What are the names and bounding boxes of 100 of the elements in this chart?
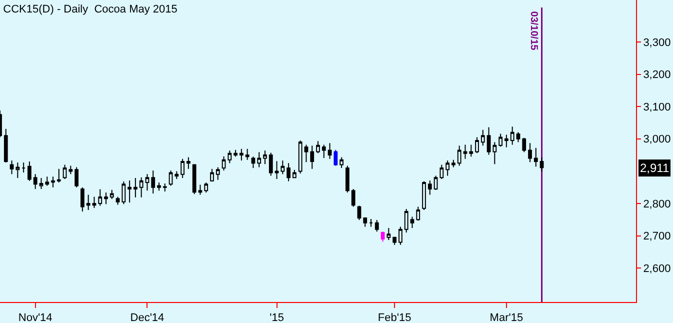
candlestick	[346, 165, 350, 193]
x-tick-label: Feb'15	[378, 312, 412, 323]
candlestick	[222, 156, 226, 172]
candlestick	[157, 182, 161, 192]
candlestick	[80, 186, 84, 212]
candlestick	[504, 134, 508, 148]
candlestick	[274, 160, 279, 180]
candlestick	[534, 147, 538, 168]
y-tick-label: 3,300	[643, 36, 671, 49]
candlestick	[98, 188, 102, 206]
candlestick	[369, 218, 373, 228]
candlestick	[475, 136, 479, 154]
candlestick	[386, 228, 391, 240]
candlestick	[428, 180, 432, 196]
candlestick	[357, 205, 362, 220]
candlestick	[522, 137, 526, 153]
candlestick	[51, 176, 55, 188]
candlestick	[446, 160, 450, 176]
candlestick	[10, 160, 14, 175]
y-tick-label: 2,600	[643, 262, 671, 275]
candlestick	[122, 181, 126, 205]
candlestick	[62, 164, 67, 180]
candlestick	[151, 170, 156, 194]
candlestick	[334, 149, 338, 166]
candlestick	[16, 162, 20, 178]
candlestick	[204, 182, 208, 193]
candlestick	[410, 216, 414, 229]
candlestick	[392, 236, 396, 246]
candlestick	[216, 166, 220, 180]
candlestick	[28, 161, 32, 182]
candlestick	[128, 180, 132, 204]
candlestick	[480, 129, 485, 146]
candlestick	[304, 144, 308, 163]
candlestick	[416, 206, 420, 222]
candlestick	[540, 156, 544, 172]
x-tick-label: Mar'15	[490, 312, 524, 323]
x-tick-label: Nov'14	[18, 312, 52, 323]
candlestick	[516, 132, 520, 143]
candlestick	[251, 156, 256, 168]
candlestick	[322, 144, 326, 158]
candlestick	[528, 142, 532, 163]
candlestick	[192, 164, 196, 195]
candlestick	[45, 176, 50, 186]
candlestick	[4, 128, 8, 163]
candlestick	[404, 208, 408, 234]
candlestick	[39, 177, 44, 190]
candlestick	[310, 145, 314, 170]
candlestick	[363, 216, 368, 228]
y-tick-label: 2,800	[643, 198, 671, 210]
candlestick	[245, 148, 250, 160]
candlestick	[434, 175, 438, 190]
candlestick	[22, 162, 26, 173]
candlestick	[86, 194, 90, 210]
candlestick	[33, 174, 38, 190]
candlestick	[234, 149, 238, 158]
candlestick	[292, 169, 296, 178]
candlestick	[210, 168, 214, 182]
candlestick	[422, 180, 426, 210]
candlestick	[340, 156, 344, 168]
candlestick	[498, 133, 502, 148]
candlestick	[145, 174, 150, 192]
candlestick	[104, 192, 108, 205]
y-tick-label: 3,100	[643, 101, 671, 114]
x-tick-label: '15	[270, 312, 284, 323]
x-tick-label: Dec'14	[130, 312, 164, 323]
candlestick	[374, 219, 379, 232]
candlestick	[174, 170, 179, 180]
candlestick	[168, 170, 173, 186]
candlestick	[457, 145, 462, 166]
candlestick	[316, 140, 320, 154]
y-tick-label: 3,200	[643, 69, 671, 82]
candlestick	[280, 160, 285, 175]
candlestick	[452, 159, 456, 168]
candlestick	[469, 144, 474, 158]
candlestick	[492, 142, 497, 165]
candlestick	[240, 148, 244, 162]
candlestick	[162, 182, 167, 192]
candlestick	[110, 189, 114, 200]
candlestick	[257, 152, 262, 168]
candlestick	[268, 152, 273, 176]
candlestick	[134, 177, 138, 198]
candlestick	[139, 176, 144, 198]
annotation: 03/10/15	[528, 11, 539, 51]
candlestick	[398, 226, 402, 246]
candlestick	[351, 188, 356, 208]
text: 2,911	[640, 161, 670, 175]
candlestick	[263, 150, 267, 165]
candlestick	[116, 196, 120, 206]
candlestick	[198, 184, 202, 196]
candlestick	[228, 150, 232, 164]
candlestick	[440, 164, 444, 180]
candlestick	[510, 126, 514, 146]
candlestick	[68, 165, 73, 175]
candlestick	[92, 196, 96, 209]
chart-title: CCK15(D) - Daily Cocoa May 2015	[3, 4, 178, 16]
y-tick-label: 3,000	[643, 134, 671, 146]
candlestick	[74, 166, 78, 188]
candlestick	[380, 231, 385, 242]
candlestick	[486, 126, 491, 156]
candlestick	[328, 142, 332, 160]
